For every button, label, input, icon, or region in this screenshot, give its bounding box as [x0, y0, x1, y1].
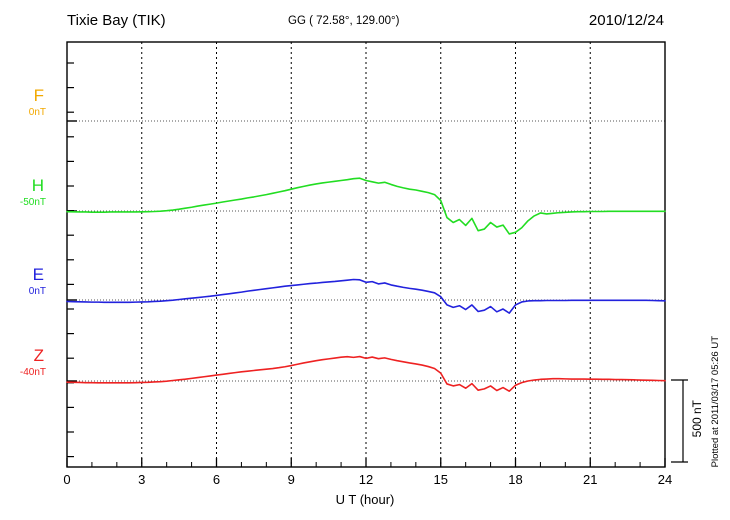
x-tick-label: 15	[433, 472, 448, 487]
geographic-coordinates: GG ( 72.58°, 129.00°)	[288, 15, 400, 27]
x-tick-label: 18	[508, 472, 523, 487]
x-tick-label: 3	[138, 472, 146, 487]
x-tick-label: 6	[212, 472, 221, 487]
trace-e	[66, 278, 666, 314]
trace-h	[66, 177, 666, 235]
component-baseline-value-z: -40nT	[19, 367, 46, 378]
station-title: Tixie Bay (TIK)	[67, 12, 166, 29]
plotted-at-timestamp: Plotted at 2011/03/17 05:26 UT	[710, 336, 721, 468]
trace-z	[66, 355, 666, 392]
x-tick-label: 0	[63, 472, 71, 487]
component-letter-e: E	[32, 265, 44, 284]
scale-bar-label: 500 nT	[690, 400, 704, 438]
observation-date: 2010/12/24	[588, 12, 664, 29]
component-baseline-value-e: 0nT	[28, 286, 46, 297]
x-axis-title: U T (hour)	[335, 492, 395, 507]
component-baseline-value-h: -50nT	[19, 197, 46, 208]
component-letter-h: H	[31, 176, 44, 195]
x-tick-label: 21	[583, 472, 598, 487]
component-letter-f: F	[33, 86, 44, 105]
x-tick-label: 12	[358, 472, 374, 487]
component-letter-z: Z	[33, 346, 44, 365]
component-baseline-value-f: 0nT	[28, 107, 46, 118]
x-tick-label: 24	[657, 472, 673, 487]
x-tick-label: 9	[287, 472, 295, 487]
